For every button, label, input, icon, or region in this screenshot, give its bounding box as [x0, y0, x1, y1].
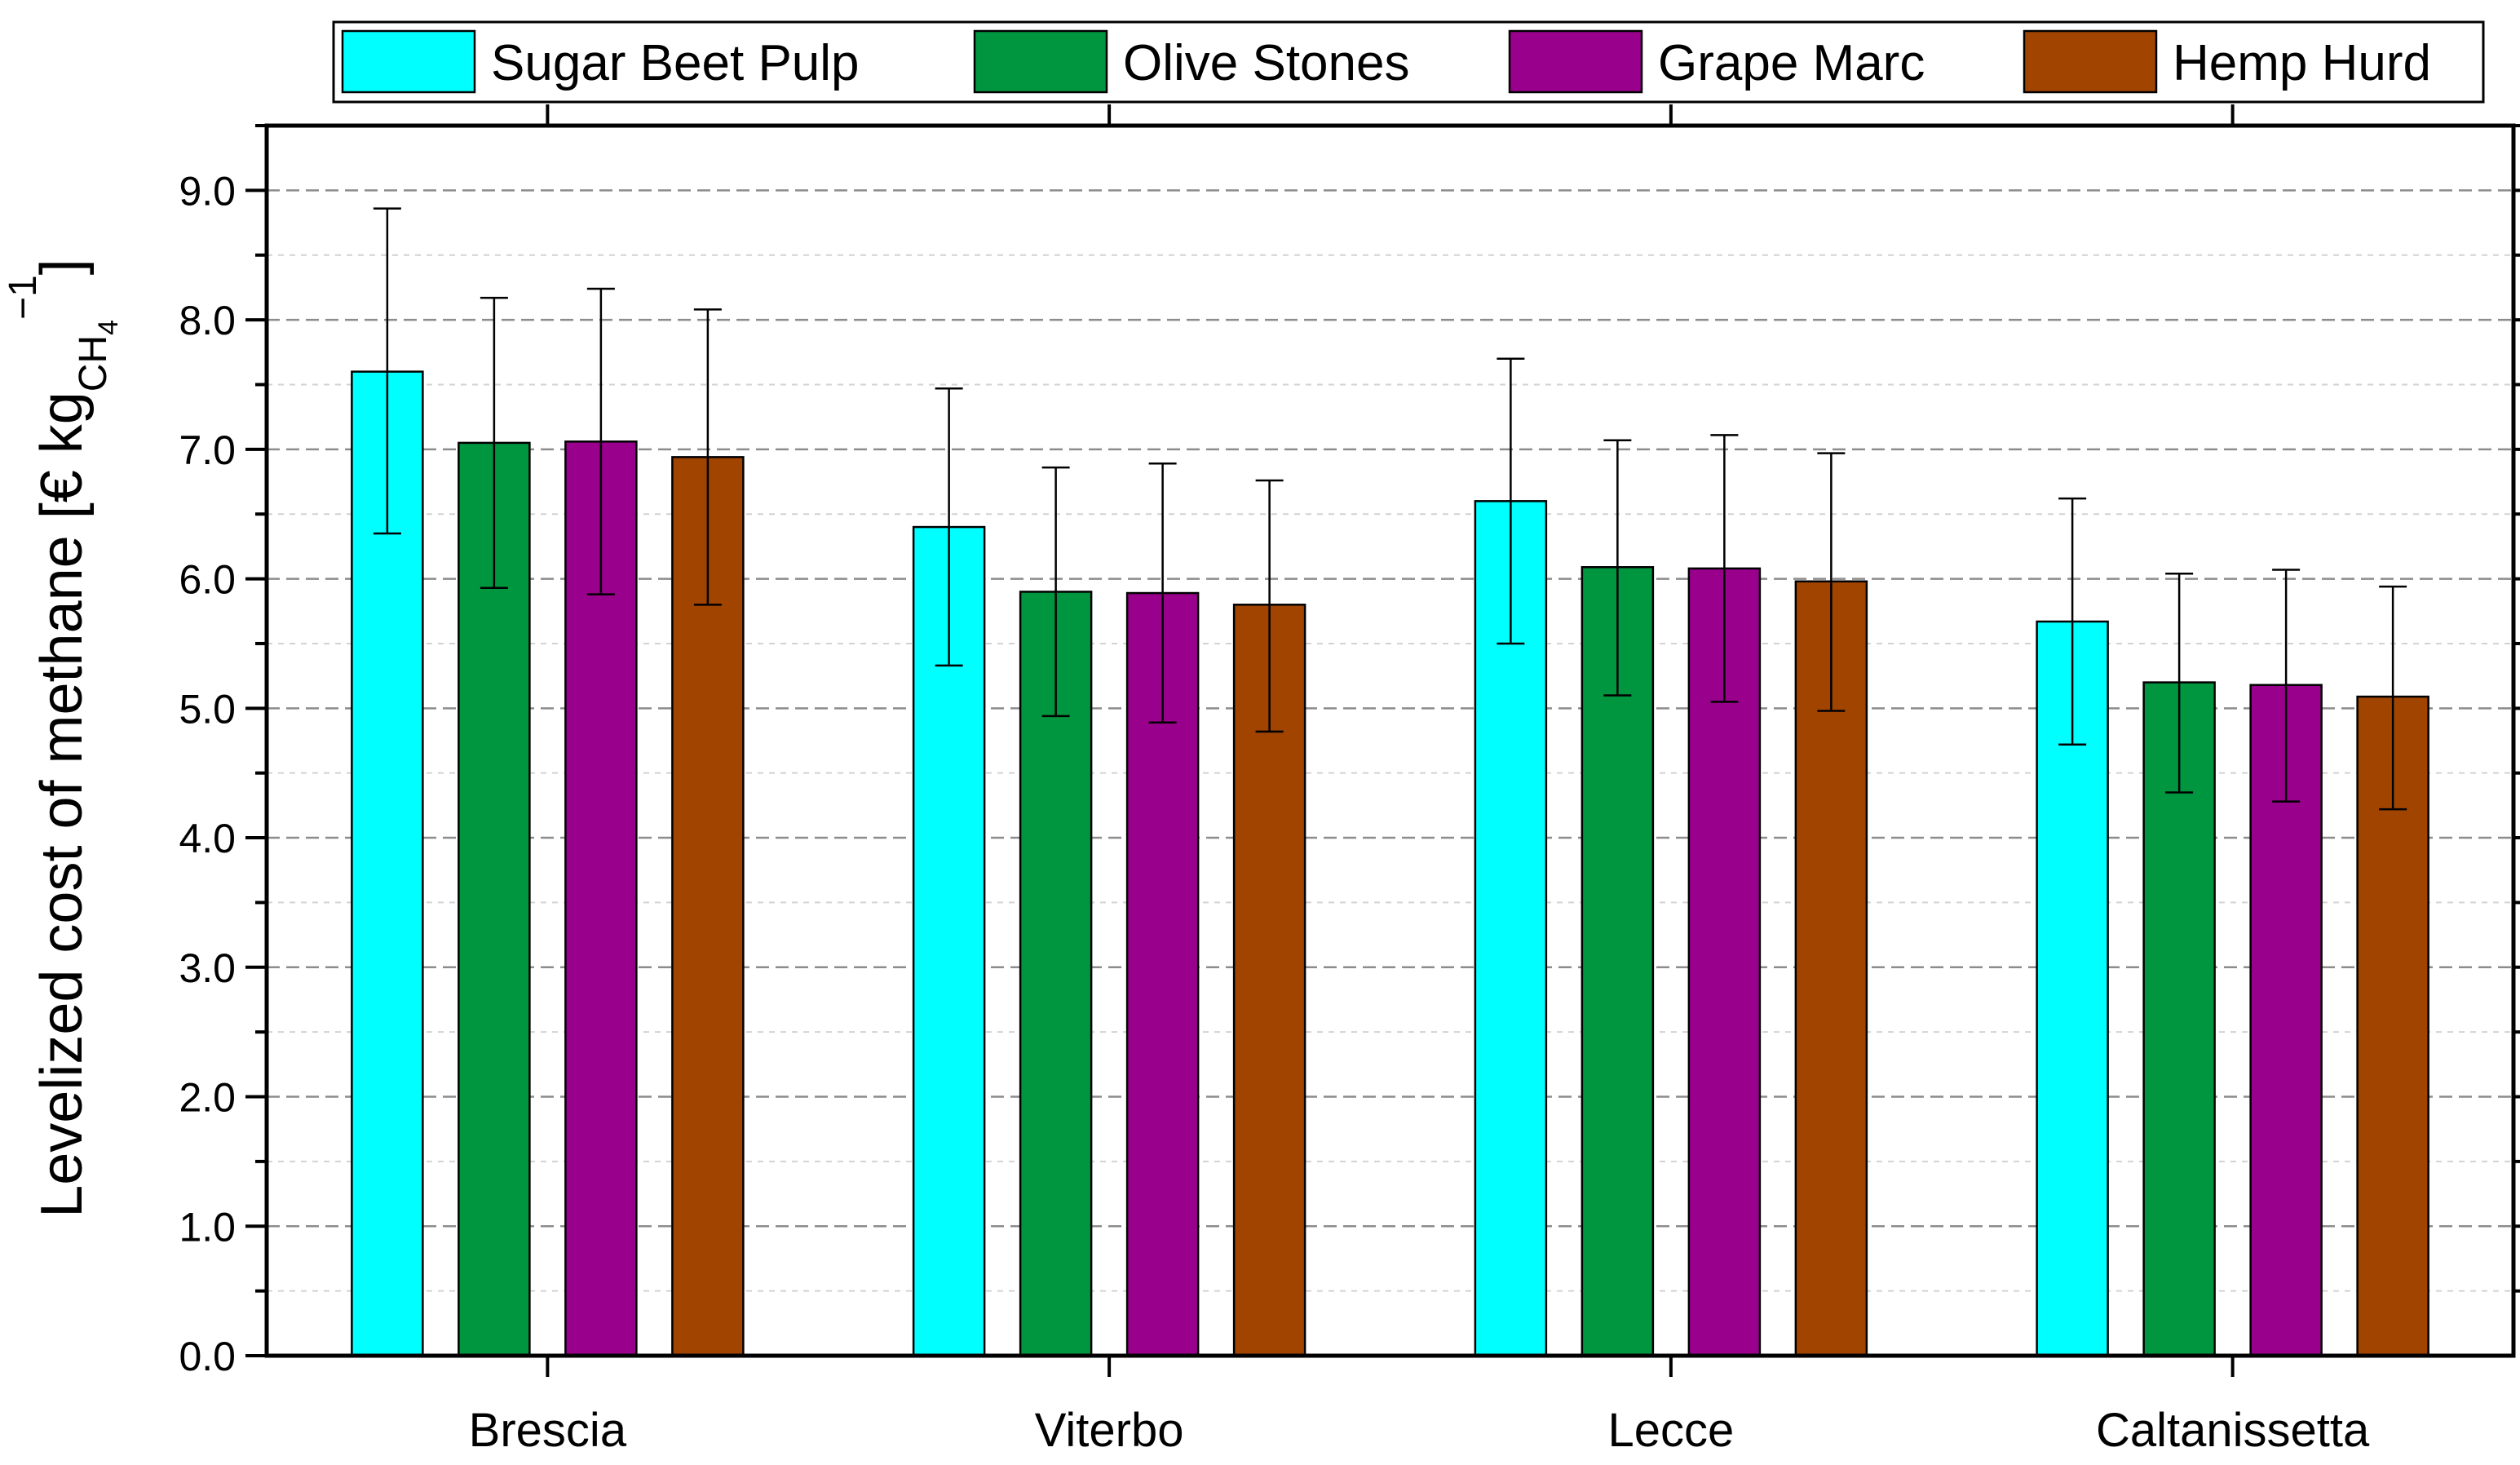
error-bars — [373, 207, 2407, 811]
y-tick-label: 4.0 — [179, 816, 236, 861]
legend-label: Olive Stones — [1123, 35, 1410, 91]
legend-label: Sugar Beet Pulp — [491, 35, 860, 91]
x-category-label: Brescia — [469, 1404, 627, 1457]
bars — [351, 370, 2429, 1357]
axes — [245, 104, 2520, 1377]
x-category-label: Viterbo — [1035, 1404, 1184, 1457]
y-tick-label: 6.0 — [179, 557, 236, 603]
bar — [351, 370, 424, 1357]
legend: Sugar Beet Pulp Olive Stones Grape Marc Hem… — [332, 20, 2485, 104]
y-tick-label: 7.0 — [179, 427, 236, 473]
y-tick-label: 1.0 — [179, 1204, 236, 1250]
bar — [1581, 566, 1655, 1357]
y-tick-label: 5.0 — [179, 686, 236, 732]
legend-swatch — [341, 29, 476, 94]
x-category-label: Lecce — [1607, 1404, 1734, 1457]
x-category-labels: Brescia Viterbo Lecce Caltanissetta — [469, 1404, 2370, 1457]
legend-swatch — [2023, 29, 2158, 94]
bar — [458, 441, 531, 1357]
y-tick-label: 9.0 — [179, 168, 236, 214]
y-tick-label: 2.0 — [179, 1075, 236, 1121]
x-category-label: Caltanissetta — [2096, 1404, 2370, 1457]
y-axis-label: Levelized cost of methane [€ kgCH4−1] — [2, 259, 124, 1218]
bar — [564, 440, 638, 1357]
y-tick-label: 8.0 — [179, 298, 236, 343]
legend-swatch — [1508, 29, 1643, 94]
bar — [671, 456, 745, 1357]
y-tick-labels: 0.0 1.0 2.0 3.0 4.0 5.0 6.0 7.0 8.0 9.0 — [179, 168, 236, 1379]
y-tick-label: 0.0 — [179, 1334, 236, 1379]
legend-label: Grape Marc — [1658, 35, 1925, 91]
y-tick-label: 3.0 — [179, 945, 236, 991]
plot-frame — [264, 123, 2516, 1358]
legend-swatch — [973, 29, 1108, 94]
legend-label: Hemp Hurd — [2173, 35, 2431, 91]
